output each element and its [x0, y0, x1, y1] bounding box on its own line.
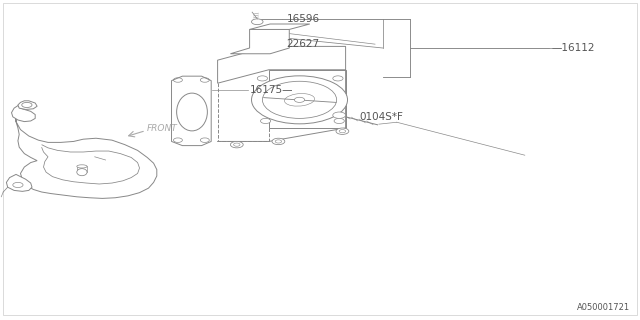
Circle shape	[252, 76, 348, 124]
Polygon shape	[12, 106, 35, 122]
Circle shape	[252, 19, 263, 25]
Circle shape	[334, 118, 344, 124]
Text: 16596: 16596	[287, 13, 320, 24]
Circle shape	[333, 112, 346, 118]
Circle shape	[257, 76, 268, 81]
Circle shape	[230, 141, 243, 148]
Polygon shape	[230, 29, 289, 54]
Polygon shape	[172, 76, 211, 146]
Polygon shape	[218, 46, 346, 83]
Text: 22627: 22627	[287, 39, 320, 49]
Polygon shape	[250, 24, 310, 29]
Text: 0104S*F: 0104S*F	[360, 112, 404, 122]
Ellipse shape	[77, 169, 87, 176]
Circle shape	[260, 118, 271, 124]
Text: A050001721: A050001721	[577, 303, 630, 312]
Ellipse shape	[77, 165, 87, 168]
Circle shape	[272, 138, 285, 145]
Polygon shape	[269, 70, 346, 128]
Circle shape	[294, 97, 305, 102]
Text: 16175—: 16175—	[250, 84, 293, 95]
Circle shape	[333, 76, 343, 81]
Polygon shape	[6, 174, 32, 191]
Polygon shape	[16, 106, 157, 198]
Polygon shape	[18, 101, 37, 109]
Text: FRONT: FRONT	[147, 124, 178, 132]
Circle shape	[336, 128, 349, 134]
Text: —16112: —16112	[552, 43, 595, 53]
Ellipse shape	[177, 93, 207, 131]
